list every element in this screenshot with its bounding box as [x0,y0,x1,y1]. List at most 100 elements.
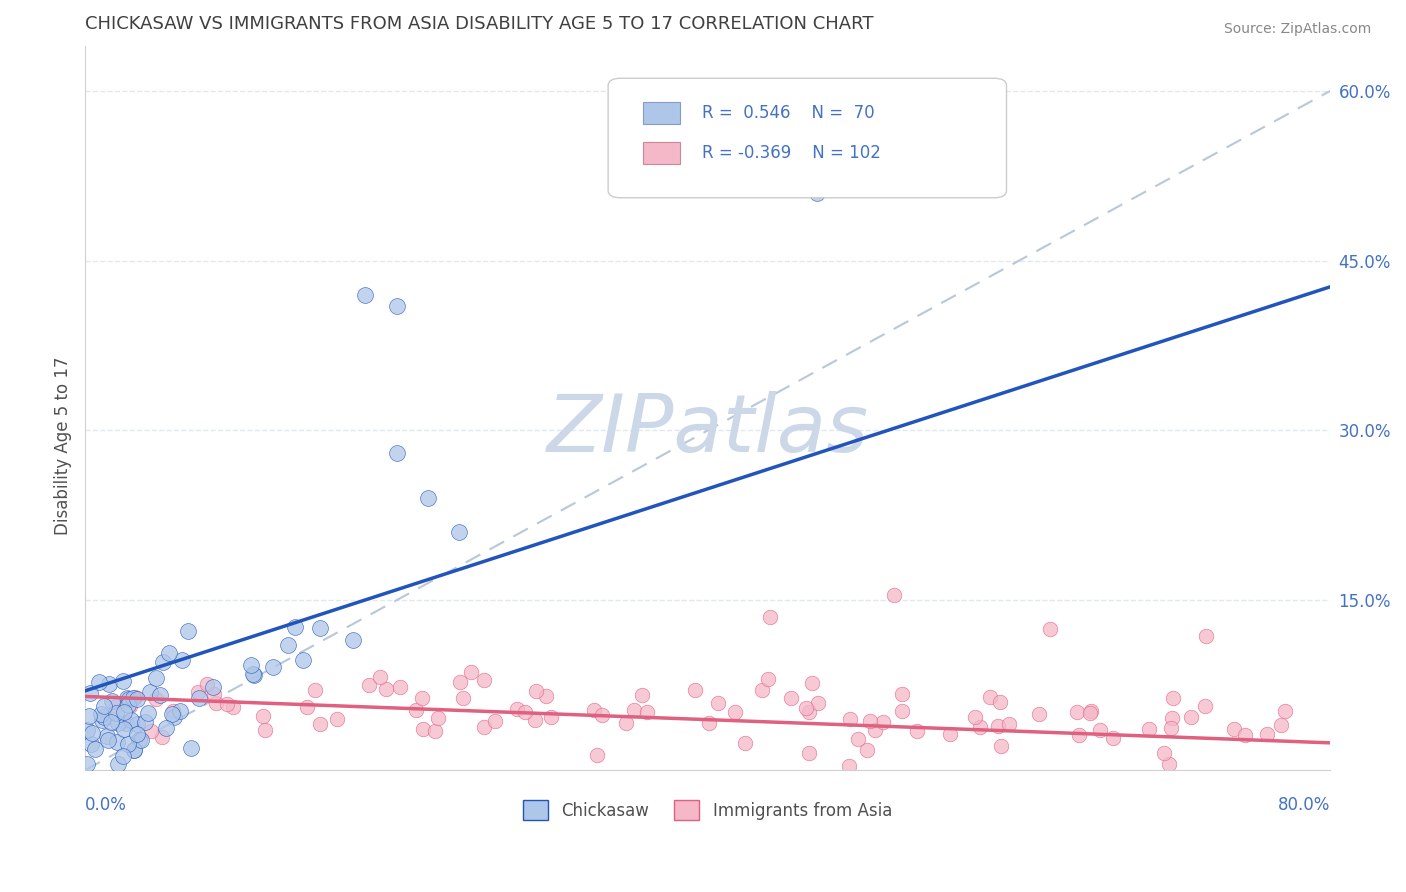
Point [97,733,120,747]
Text: 0.0%: 0.0% [86,796,127,814]
Point [988,695,1011,709]
Point [987,719,1010,733]
Text: ZIPatlas: ZIPatlas [547,391,869,468]
Point [890,687,912,701]
Point [354,287,377,301]
Point [128,732,150,747]
Point [112,722,135,736]
Point [447,525,470,540]
Point [697,716,720,731]
Point [76,757,98,772]
Point [472,720,495,734]
Point [797,705,820,719]
Point [304,683,326,698]
Point [1274,705,1296,719]
Point [368,670,391,684]
Point [756,672,779,686]
Point [1195,630,1218,644]
Point [90,707,112,722]
Point [586,747,609,762]
Point [1137,722,1160,736]
Point [309,717,332,731]
Point [84,741,107,756]
Point [759,610,782,624]
Point [201,680,224,694]
Point [160,706,183,721]
Point [1157,756,1180,771]
Point [127,716,149,731]
Point [734,736,756,750]
Point [526,683,548,698]
Point [863,723,886,738]
Point [252,709,274,723]
Point [411,691,433,706]
Point [292,653,315,667]
Point [939,726,962,740]
Point [416,491,439,506]
Point [1039,622,1062,636]
FancyBboxPatch shape [609,78,1007,198]
Point [779,690,801,705]
Point [195,677,218,691]
Point [389,680,412,694]
Point [838,758,860,772]
Point [1223,723,1246,737]
Point [412,723,434,737]
Point [117,737,139,751]
Point [93,710,115,724]
Point [891,704,914,718]
Point [1069,728,1091,742]
Point [114,715,136,730]
Point [799,747,821,761]
Point [134,714,156,729]
Point [240,658,263,673]
Point [111,673,134,688]
Point [636,705,658,719]
Legend: Chickasaw, Immigrants from Asia: Chickasaw, Immigrants from Asia [516,793,898,827]
Point [98,677,121,691]
Point [1161,711,1184,725]
Point [801,676,824,690]
Point [253,723,276,738]
Point [856,742,879,756]
Point [342,632,364,647]
Point [796,701,818,715]
Point [385,446,408,460]
Point [1180,709,1202,723]
Point [848,732,870,747]
Text: R = -0.369    N = 102: R = -0.369 N = 102 [702,144,880,161]
Point [385,299,408,313]
Point [242,667,264,681]
FancyBboxPatch shape [643,142,681,164]
Point [76,723,98,738]
Point [163,709,186,723]
Point [295,699,318,714]
Point [80,725,103,739]
Point [905,723,928,738]
Point [122,743,145,757]
Point [107,716,129,731]
Text: Source: ZipAtlas.com: Source: ZipAtlas.com [1223,22,1371,37]
Point [172,653,194,667]
Point [100,694,122,708]
Point [405,702,427,716]
Point [187,685,209,699]
Point [724,705,747,719]
Point [859,714,882,728]
Point [120,713,142,727]
Point [1028,706,1050,721]
Point [979,690,1001,704]
Point [872,714,894,729]
Point [145,692,167,706]
Point [145,671,167,685]
Point [139,723,162,738]
Point [107,756,129,771]
Point [1066,706,1088,720]
Point [89,674,111,689]
Point [91,713,114,727]
Point [202,687,225,701]
Point [374,681,396,696]
Point [96,729,118,743]
Text: CHICKASAW VS IMMIGRANTS FROM ASIA DISABILITY AGE 5 TO 17 CORRELATION CHART: CHICKASAW VS IMMIGRANTS FROM ASIA DISABI… [86,15,873,33]
Point [460,665,482,680]
